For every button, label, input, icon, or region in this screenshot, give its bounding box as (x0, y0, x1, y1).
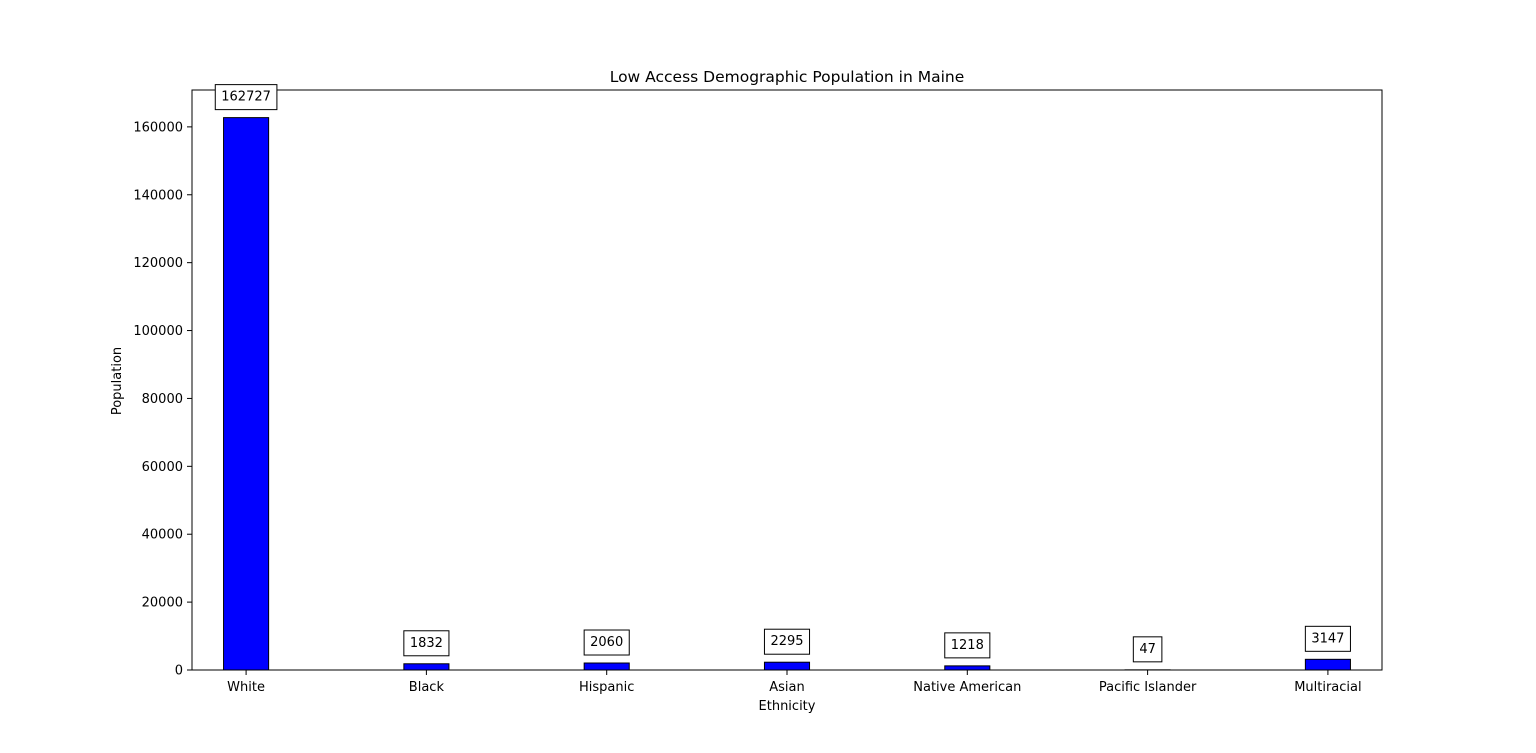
x-axis-title: Ethnicity (759, 699, 816, 714)
data-label-group: 1218 (944, 632, 991, 659)
data-label-box (403, 630, 450, 657)
bar (223, 117, 270, 671)
y-tick-label: 40000 (142, 528, 183, 543)
plot-area: 0 20000 40000 60000 80000 100000 120000 140000 1… (133, 84, 1383, 695)
data-label: 1218 (951, 638, 984, 653)
data-label-group: 3147 (1304, 625, 1351, 652)
x-tick-label: Multiracial (1294, 680, 1361, 695)
y-tick-label: 80000 (142, 392, 183, 407)
y-tick-label: 100000 (133, 324, 183, 339)
data-label-group: 162727 (214, 84, 278, 111)
data-label-group: 2060 (583, 629, 630, 656)
y-tick-label: 60000 (142, 460, 183, 475)
x-tick-label: Hispanic (579, 680, 634, 695)
y-tick-label: 140000 (133, 188, 183, 203)
data-label: 2295 (770, 634, 803, 649)
chart-title: Low Access Demographic Population in Mai… (610, 68, 965, 86)
bar (1304, 658, 1351, 671)
data-label-box (1304, 625, 1351, 652)
data-label-group: 2295 (763, 628, 811, 655)
data-label-box (763, 628, 811, 655)
bar (403, 663, 450, 671)
data-label: 2060 (590, 635, 623, 650)
data-label-box (214, 84, 278, 111)
data-label: 3147 (1311, 631, 1344, 646)
y-tick-label: 160000 (133, 120, 183, 135)
x-tick-label: White (227, 680, 265, 695)
y-tick-label: 120000 (133, 256, 183, 271)
x-tick-label: Pacific Islander (1099, 680, 1197, 695)
y-tick-label: 0 (175, 664, 183, 679)
y-tick-label: 20000 (142, 596, 183, 611)
data-label-box (944, 632, 991, 659)
x-tick-label: Black (409, 680, 445, 695)
plot-frame (191, 89, 1383, 671)
data-label-group: 47 (1132, 636, 1163, 663)
data-label: 1832 (410, 636, 443, 651)
x-tick-label: Asian (769, 680, 804, 695)
data-label-box (583, 629, 630, 656)
data-label-box (1132, 636, 1163, 663)
bar (763, 661, 811, 671)
y-axis-title: Population (110, 347, 125, 415)
bar (583, 662, 630, 671)
data-label: 47 (1139, 642, 1156, 657)
bar (944, 665, 991, 671)
data-label-group: 1832 (403, 630, 450, 657)
data-label: 162727 (221, 90, 271, 105)
x-tick-label: Native American (913, 680, 1021, 695)
